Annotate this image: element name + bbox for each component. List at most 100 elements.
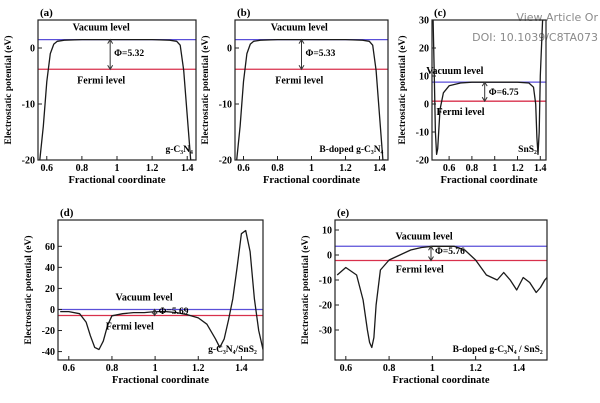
x-tick-label: 1.2 — [339, 163, 352, 174]
y-tick-label: 20 — [45, 284, 55, 295]
phi-value-label: Φ=5.69 — [159, 307, 189, 317]
material-label: g-C₃N₄ — [165, 145, 192, 155]
phi-arrow-head — [481, 96, 488, 103]
x-tick-label: 0.6 — [340, 363, 353, 374]
y-tick-label: 0 — [50, 305, 55, 316]
x-axis-label: Fractional coordinate — [112, 375, 209, 386]
x-tick-label: 1.2 — [511, 163, 524, 174]
panel-label: (b) — [237, 7, 251, 19]
fermi-level-label: Fermi level — [436, 107, 484, 118]
phi-arrow-head — [298, 38, 305, 44]
y-tick-label: 20 — [419, 44, 429, 55]
phi-arrow-head — [107, 65, 114, 71]
panel-e: 0.6 0.8 1 1.2 1.4 -30 -20 -10 0 10 Fractional coor… — [300, 207, 548, 386]
y-tick-label: 0 — [327, 251, 332, 262]
x-tick-label: 1 — [492, 163, 497, 174]
x-axis-label: Fractional coordinate — [440, 175, 537, 186]
x-tick-label: 0.8 — [466, 163, 479, 174]
potential-curve — [336, 245, 547, 349]
x-tick-label: 1.2 — [469, 363, 482, 374]
y-tick-label: 0 — [30, 44, 35, 55]
phi-arrow-head — [107, 38, 114, 44]
vacuum-level-label: Vacuum level — [73, 23, 130, 34]
x-tick-label: 0.8 — [76, 163, 89, 174]
x-tick-label: 1 — [115, 163, 120, 174]
panel-b: 0.6 0.8 1 1.2 1.4 -20 -10 0 Fractional coordinat… — [200, 7, 389, 186]
y-tick-label: -20 — [22, 156, 35, 167]
watermark: View Article Or DOI: 10.1039/C8TA073 — [418, 8, 598, 48]
y-tick-label: 0 — [424, 100, 429, 111]
y-tick-label: 0 — [227, 44, 232, 55]
material-label: SnS₂ — [518, 145, 537, 155]
phi-arrow-head — [481, 81, 488, 87]
x-tick-label: 1 — [309, 163, 314, 174]
y-tick-label: -10 — [219, 100, 232, 111]
potential-curve — [432, 20, 545, 156]
y-tick-label: -10 — [416, 128, 429, 139]
y-axis-label: Electrostatic potential (eV) — [3, 35, 14, 144]
y-tick-label: 60 — [45, 242, 55, 253]
fermi-level-label: Fermi level — [275, 75, 323, 86]
fermi-level-label: Fermi level — [396, 265, 444, 276]
x-tick-label: 1.2 — [146, 163, 159, 174]
phi-value-label: Φ=6.75 — [489, 88, 519, 98]
material-label: B-doped g-C₃N₄ — [319, 145, 383, 155]
vacuum-level-label: Vacuum level — [116, 292, 173, 303]
x-tick-label: 1 — [430, 363, 435, 374]
y-tick-label: -10 — [22, 100, 35, 111]
y-tick-label: -20 — [319, 301, 332, 312]
plot-frame — [334, 219, 548, 361]
x-axis-label: Fractional coordinate — [263, 175, 360, 186]
phi-arrow-head — [428, 256, 434, 262]
x-axis-label: Fractional coordinate — [68, 175, 165, 186]
potential-curve — [39, 38, 195, 160]
x-tick-label: 1.4 — [181, 163, 194, 174]
y-axis-label: Electrostatic potential (eV) — [200, 35, 211, 144]
panel-a: 0.6 0.8 1 1.2 1.4 -20 -10 0 Fractional coordinat… — [3, 7, 197, 186]
y-axis-label: Electrostatic potential (eV) — [23, 235, 34, 344]
x-tick-label: 0.6 — [237, 163, 250, 174]
panel-label: (a) — [40, 7, 53, 19]
material-label: B-doped g-C₃N₄ / SnS₂ — [453, 345, 543, 355]
potential-curve — [60, 229, 263, 351]
x-tick-label: 0.8 — [271, 163, 284, 174]
x-tick-label: 1 — [153, 363, 158, 374]
x-tick-label: 0.6 — [41, 163, 54, 174]
vacuum-level-label: Vacuum level — [395, 231, 452, 242]
y-tick-label: -20 — [42, 326, 55, 337]
y-tick-label: 30 — [419, 16, 429, 27]
x-tick-label: 1.4 — [534, 163, 547, 174]
panel-c: 0.6 0.8 1 1.2 1.4 -20 -10 0 10 20 30 Fractional coo… — [397, 7, 547, 186]
x-tick-label: 1.4 — [513, 363, 526, 374]
vacuum-level-label: Vacuum level — [426, 66, 483, 77]
x-axis-label: Fractional coordinate — [392, 375, 489, 386]
phi-arrow-head — [298, 65, 305, 71]
x-tick-label: 0.6 — [63, 363, 76, 374]
watermark-line2: DOI: 10.1039/C8TA073 — [472, 31, 598, 44]
x-tick-label: 0.8 — [383, 363, 396, 374]
phi-value-label: Φ=5.32 — [114, 49, 144, 59]
phi-value-label: Φ=5.33 — [306, 49, 336, 59]
plot-frame — [57, 219, 264, 361]
fermi-level-label: Fermi level — [77, 75, 125, 86]
fermi-level-label: Fermi level — [106, 321, 154, 332]
y-tick-label: -20 — [416, 156, 429, 167]
y-tick-label: 40 — [45, 263, 55, 274]
phi-arrow-head — [151, 311, 158, 317]
y-tick-label: -20 — [219, 156, 232, 167]
x-tick-label: 0.8 — [106, 363, 119, 374]
vacuum-level-label: Vacuum level — [271, 23, 328, 34]
panel-label: (e) — [337, 207, 350, 219]
watermark-line1: View Article Or — [516, 11, 598, 24]
y-axis-label: Electrostatic potential (eV) — [397, 35, 408, 144]
y-tick-label: -40 — [42, 347, 55, 358]
plot-frame — [431, 19, 547, 161]
panel-label: (d) — [60, 207, 74, 219]
y-tick-label: -10 — [319, 276, 332, 287]
y-tick-label: 10 — [419, 72, 429, 83]
x-tick-label: 1.2 — [192, 363, 205, 374]
phi-value-label: Φ=5.76 — [435, 247, 465, 257]
y-tick-label: -30 — [319, 326, 332, 337]
x-tick-label: 1.4 — [235, 363, 248, 374]
